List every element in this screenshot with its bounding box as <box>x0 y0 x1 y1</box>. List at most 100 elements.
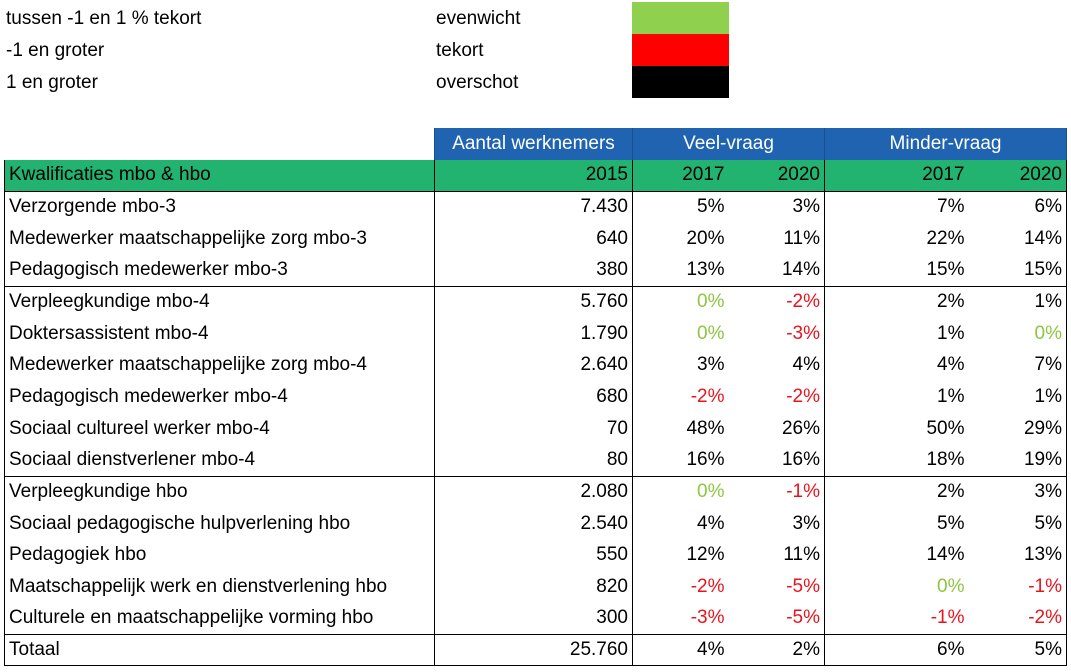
row-name: Sociaal dienstverlener mbo-4 <box>4 444 435 477</box>
row-minder-2017: 1% <box>824 381 969 413</box>
legend-label: tussen -1 en 1 % tekort <box>6 8 202 29</box>
table-row: Culturele en maatschappelijke vorming hb… <box>4 602 1067 635</box>
row-name: Sociaal pedagogische hulpverlening hbo <box>4 507 435 540</box>
row-veel-2017: -2% <box>690 575 725 597</box>
row-aantal: 640 <box>434 222 633 255</box>
header-veel-2020: 2020 <box>728 159 825 192</box>
row-veel-2020: -2% <box>786 385 820 407</box>
row-aantal: 80 <box>434 444 633 477</box>
header-minder-2020: 2020 <box>968 159 1067 192</box>
row-veel-2020: -2% <box>728 285 825 318</box>
row-minder-2020: 15% <box>968 254 1067 287</box>
row-minder-2017: 0% <box>824 570 969 603</box>
row-minder-2020: -2% <box>968 602 1067 635</box>
header-year-2015: 2015 <box>434 159 633 192</box>
total-minder-2020: 5% <box>968 633 1067 667</box>
row-aantal: 1.790 <box>434 317 633 350</box>
row-aantal: 550 <box>434 539 633 571</box>
total-aantal: 25.760 <box>434 633 633 667</box>
row-minder-2017: 7% <box>824 190 969 223</box>
row-aantal: 300 <box>434 602 633 635</box>
header-minder-2017: 2017 <box>824 159 969 192</box>
row-name: Pedagogiek hbo <box>4 539 435 571</box>
row-minder-2017: 4% <box>824 349 969 382</box>
row-aantal: 7.430 <box>434 190 633 223</box>
row-minder-2017: 18% <box>824 444 969 477</box>
row-veel-2017: 4% <box>697 512 725 534</box>
header-kwalificaties: Kwalificaties mbo & hbo <box>4 159 435 192</box>
row-aantal: 820 <box>434 570 633 603</box>
row-veel-2017: 13% <box>686 259 725 281</box>
table-row: Pedagogisch medewerker mbo-4 680 -2% -2% 1% 1… <box>4 381 1067 413</box>
table-row: Doktersassistent mbo-4 1.790 0% -3% 1% 0% <box>4 317 1067 350</box>
header-veel-vraag: Veel-vraag <box>632 128 825 160</box>
row-aantal: 2.080 <box>434 475 633 508</box>
total-row: Totaal 25.760 4% 2% 6% 5% <box>4 633 1067 667</box>
legend-status: tekort <box>436 40 484 61</box>
row-minder-2017: 15% <box>824 254 969 287</box>
row-minder-2020: -1% <box>968 570 1067 603</box>
legend-label: -1 en groter <box>6 40 105 61</box>
row-minder-2020: 13% <box>968 539 1067 571</box>
total-label: Totaal <box>4 633 435 667</box>
row-minder-2020: 1% <box>968 381 1067 413</box>
table-row: Maatschappelijk werk en dienstverlening … <box>4 570 1067 603</box>
table-row: Medewerker maatschappelijke zorg mbo-3 64… <box>4 222 1067 255</box>
row-veel-2020: 26% <box>781 417 820 439</box>
row-minder-2020: 0% <box>968 317 1067 350</box>
total-minder-2017: 6% <box>824 633 969 667</box>
row-minder-2017: 14% <box>824 539 969 571</box>
row-minder-2017: 5% <box>824 507 969 540</box>
table-row: Verpleegkundige mbo-4 5.760 0% -2% 2% 1% <box>4 285 1067 318</box>
row-aantal: 2.640 <box>434 349 633 382</box>
table-row: Verpleegkundige hbo 2.080 0% -1% 2% 3% <box>4 475 1067 508</box>
row-veel-2020: 16% <box>781 448 820 470</box>
row-veel-2017: 0% <box>697 322 725 344</box>
row-aantal: 70 <box>434 412 633 445</box>
row-veel-2020: 11% <box>783 227 820 249</box>
row-minder-2020: 3% <box>968 475 1067 508</box>
row-name: Verzorgende mbo-3 <box>4 190 435 223</box>
table-row: Pedagogisch medewerker mbo-3 380 13% 14% 15%… <box>4 254 1067 287</box>
header-row-years: Kwalificaties mbo & hbo 2015 2017 2020 2… <box>4 159 1067 192</box>
row-name: Medewerker maatschappelijke zorg mbo-3 <box>4 222 435 255</box>
row-veel-2020: 3% <box>728 190 825 223</box>
row-veel-2017: 16% <box>686 448 725 470</box>
header-row-groups: Aantal werknemers Veel-vraag Minder-vraa… <box>5 128 1067 160</box>
row-name: Verpleegkundige mbo-4 <box>4 285 435 318</box>
row-minder-2020: 7% <box>968 349 1067 382</box>
table-row: Sociaal cultureel werker mbo-4 70 48% 26% 50… <box>4 412 1067 445</box>
row-veel-2020: -3% <box>786 322 820 344</box>
row-veel-2017: 3% <box>697 354 725 376</box>
row-name: Culturele en maatschappelijke vorming hb… <box>4 602 435 635</box>
row-veel-2020: -5% <box>786 575 820 597</box>
legend-row-tekort: -1 en groter tekort <box>0 34 1071 66</box>
row-veel-2017: 12% <box>686 544 725 566</box>
header-empty <box>5 128 435 160</box>
row-minder-2017: 2% <box>824 285 969 318</box>
row-minder-2017: -1% <box>824 602 969 635</box>
row-veel-2017: -3% <box>690 607 725 629</box>
row-veel-2020: 4% <box>792 354 820 376</box>
header-veel-2017: 2017 <box>632 159 729 192</box>
row-aantal: 2.540 <box>434 507 633 540</box>
row-minder-2020: 5% <box>968 507 1067 540</box>
row-minder-2017: 50% <box>824 412 969 445</box>
row-veel-2020: 3% <box>792 512 820 534</box>
row-name: Maatschappelijk werk en dienstverlening … <box>4 570 435 603</box>
legend-swatch-red <box>632 34 729 66</box>
row-minder-2020: 29% <box>968 412 1067 445</box>
row-veel-2020: 14% <box>781 259 820 281</box>
row-veel-2017: 0% <box>632 285 729 318</box>
row-aantal: 680 <box>434 381 633 413</box>
row-name: Pedagogisch medewerker mbo-4 <box>4 381 435 413</box>
row-minder-2020: 1% <box>968 285 1067 318</box>
row-veel-2020: 11% <box>783 544 820 566</box>
data-table: Aantal werknemers Veel-vraag Minder-vraa… <box>4 128 1067 667</box>
legend-row-evenwicht: tussen -1 en 1 % tekort evenwicht <box>0 2 1071 34</box>
row-minder-2020: 6% <box>968 190 1067 223</box>
row-minder-2017: 1% <box>824 317 969 350</box>
legend-row-overschot: 1 en groter overschot <box>0 66 1071 98</box>
row-aantal: 5.760 <box>434 285 633 318</box>
row-veel-2020: -1% <box>728 475 825 508</box>
